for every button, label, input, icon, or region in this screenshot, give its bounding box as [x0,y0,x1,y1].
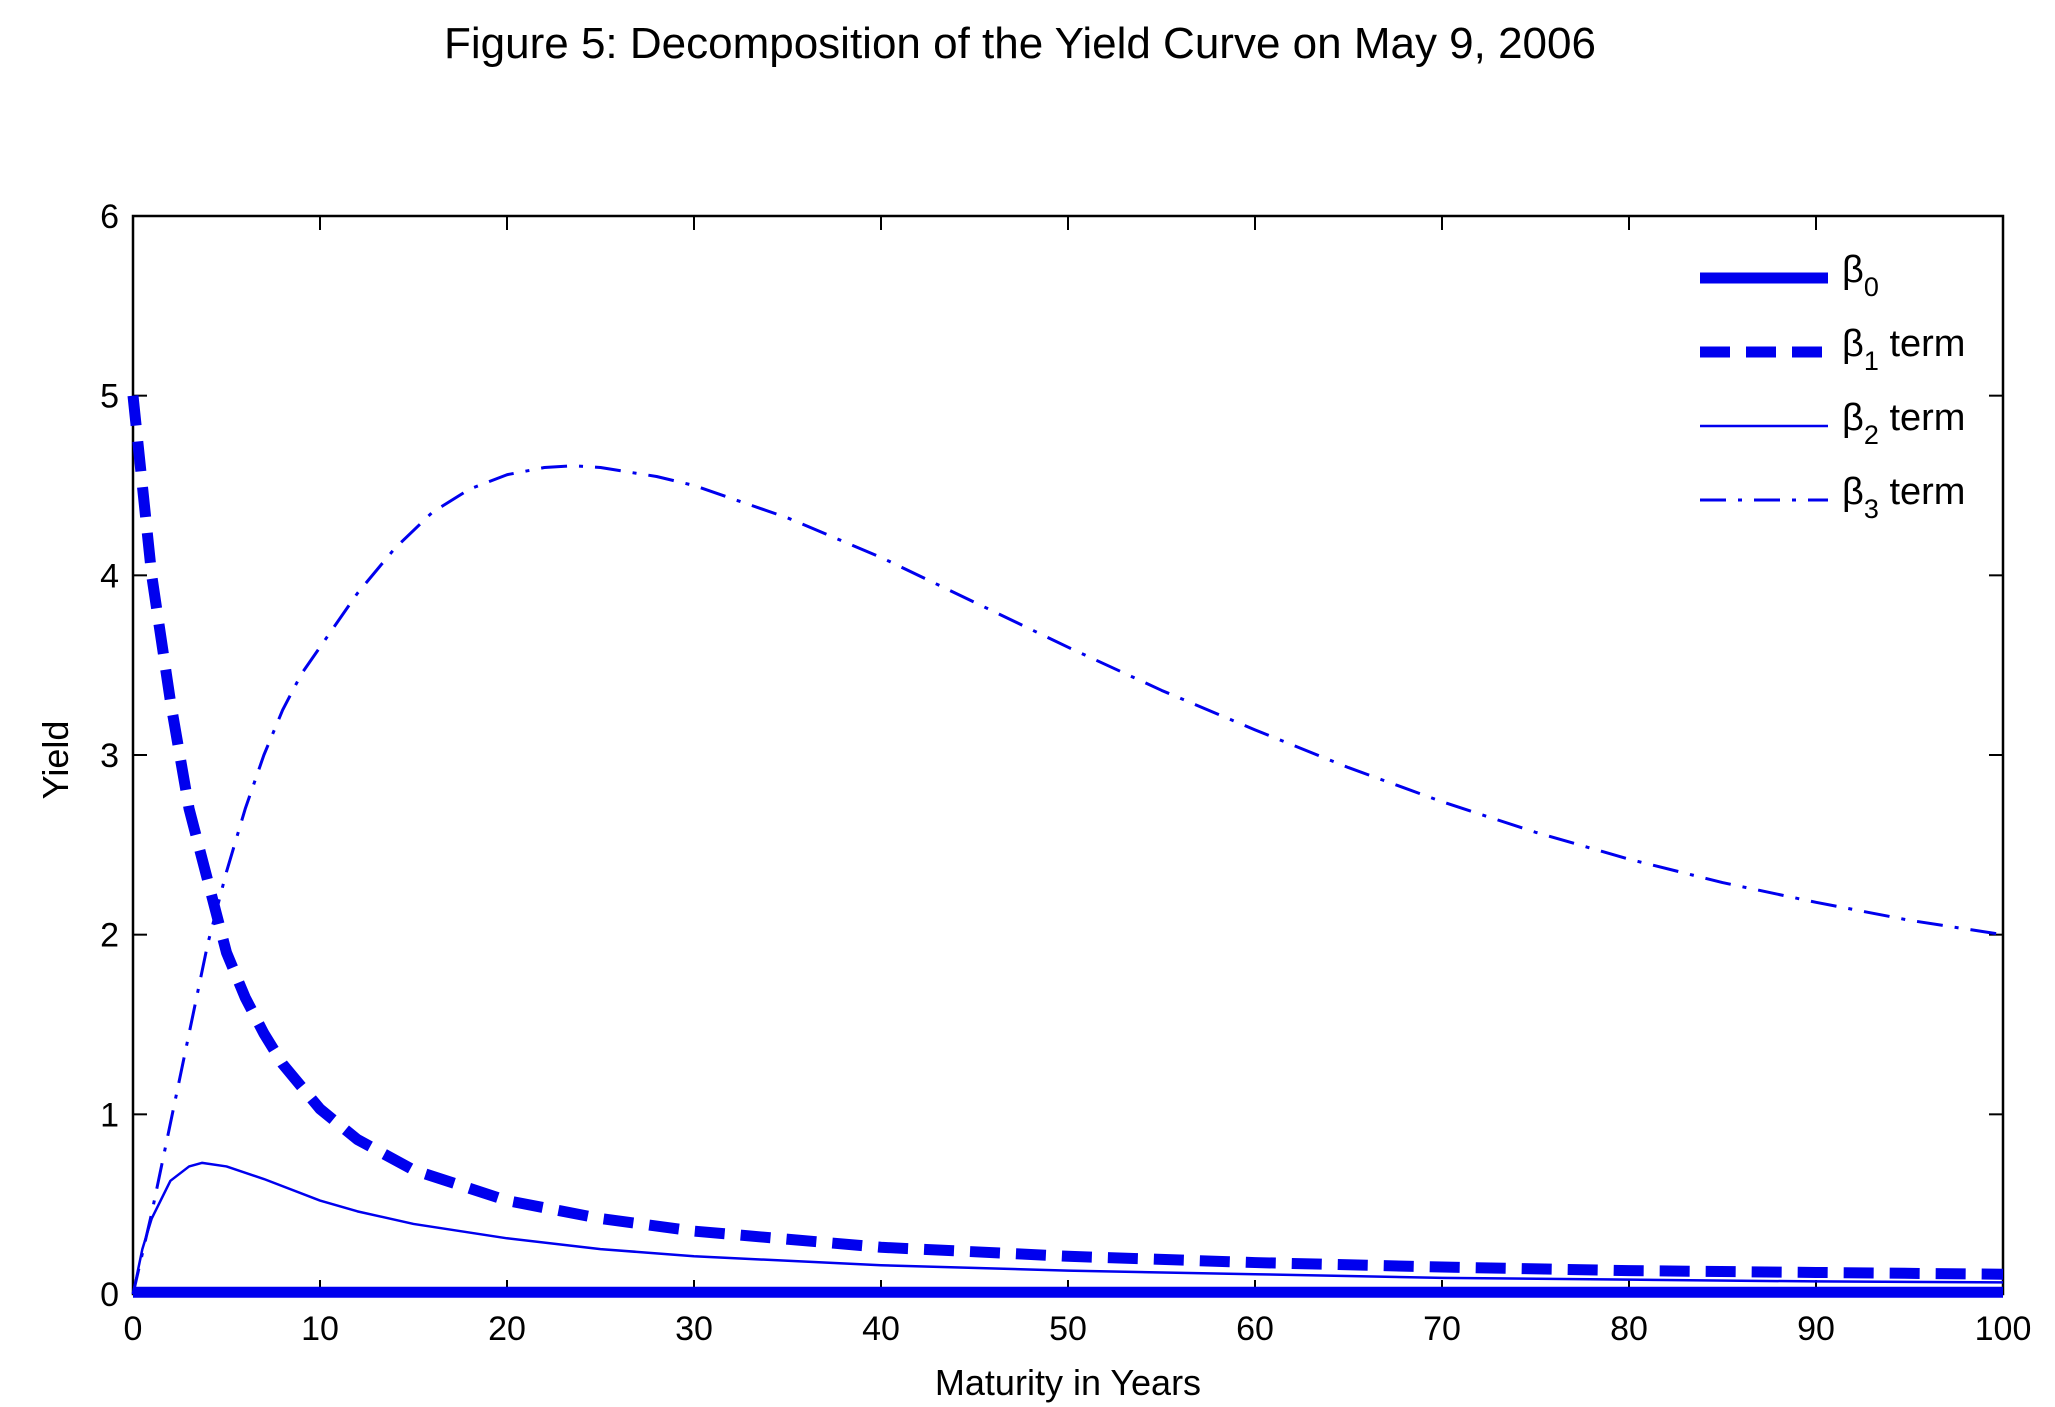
series-line-b2 [131,1161,2004,1295]
x-tick-label: 70 [1423,1310,1461,1348]
series-layer [127,395,2004,1298]
x-tick-label: 80 [1610,1310,1648,1348]
y-tick-label: 1 [100,1096,119,1134]
x-tick-label: 60 [1236,1310,1274,1348]
x-axis: 0 10 20 30 40 50 60 70 80 90 100 [124,216,2032,1348]
y-tick-label: 0 [100,1276,119,1314]
x-tick-label: 0 [124,1310,143,1348]
legend-suffix: term [1879,323,1966,365]
legend-label-b2: β2 term [1842,397,1965,450]
series-line-b3 [131,464,2004,1295]
legend-label-b3: β3 term [1842,471,1965,524]
legend-label-b1: β1 term [1842,323,1965,376]
y-axis-label: Yield [35,721,76,800]
chart-title: Figure 5: Decomposition of the Yield Cur… [444,19,1596,68]
x-tick-label: 10 [301,1310,339,1348]
y-tick-label: 2 [100,917,119,955]
y-tick-label: 3 [100,737,119,775]
legend-suffix: term [1879,471,1966,513]
y-tick-label: 5 [100,378,119,416]
legend-label-b0: β0 [1842,249,1879,302]
x-tick-label: 20 [488,1310,526,1348]
x-tick-label: 40 [862,1310,900,1348]
legend-subscript: 3 [1864,494,1879,524]
legend-symbol: β [1842,397,1864,439]
plot-frame [131,214,2005,1296]
legend-symbol: β [1842,323,1864,365]
legend-symbol: β [1842,249,1864,291]
legend-suffix: term [1879,397,1966,439]
y-tick-label: 6 [100,198,119,236]
legend-subscript: 0 [1864,272,1879,302]
x-axis-label: Maturity in Years [935,1362,1201,1403]
x-tick-label: 100 [1975,1310,2032,1348]
legend-subscript: 2 [1864,420,1879,450]
x-tick-label: 30 [675,1310,713,1348]
x-tick-label: 90 [1797,1310,1835,1348]
y-tick-label: 4 [100,557,119,595]
legend-symbol: β [1842,471,1864,513]
y-axis: 0 1 2 3 4 5 6 [100,198,2003,1314]
legend-subscript: 1 [1864,346,1879,376]
x-tick-label: 50 [1049,1310,1087,1348]
series-line-b1 [127,395,2004,1280]
